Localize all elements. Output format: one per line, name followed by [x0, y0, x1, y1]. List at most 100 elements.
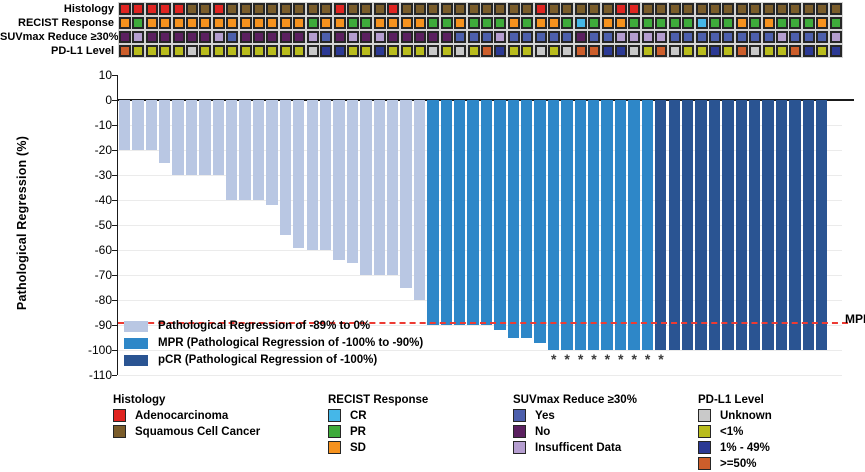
track-cell — [641, 17, 654, 29]
legend-item-label: No — [535, 425, 551, 438]
y-tick-label: -110 — [88, 368, 112, 382]
track-cell — [695, 31, 708, 43]
track-cell — [159, 45, 172, 57]
track-cell — [481, 3, 493, 15]
y-tick-label: -50 — [94, 218, 112, 232]
bar — [655, 100, 667, 350]
track-cell — [387, 31, 400, 43]
legend-swatch — [113, 409, 126, 422]
track-cell — [373, 31, 386, 43]
bar — [306, 100, 318, 250]
track-cell — [494, 17, 507, 29]
track-cell — [132, 31, 145, 43]
track-cell — [682, 17, 695, 29]
track-cell — [722, 45, 735, 57]
track-cell — [534, 45, 547, 57]
track-cell — [467, 31, 480, 43]
legend-swatch — [328, 425, 341, 438]
track-cell — [186, 45, 199, 57]
bar — [695, 100, 707, 350]
track-cell — [816, 17, 829, 29]
track-cell — [668, 45, 681, 57]
track-cell — [132, 45, 145, 57]
legend-item-label: Adenocarcinoma — [135, 409, 229, 422]
track-cell — [521, 17, 534, 29]
track-cell — [199, 3, 212, 15]
track-cell — [615, 3, 628, 15]
track-cell — [829, 31, 842, 43]
track-cell — [561, 3, 574, 15]
track-cell — [387, 17, 400, 29]
track-cell — [440, 17, 453, 29]
bar — [145, 100, 157, 150]
track-cell — [132, 3, 145, 15]
track-cell — [749, 3, 762, 15]
track-cell — [266, 17, 279, 29]
track-cell — [454, 3, 467, 15]
legend-item: SD — [328, 441, 366, 454]
bar — [829, 100, 840, 350]
bar — [601, 100, 613, 350]
y-tick-mark — [112, 224, 117, 226]
track-cell — [507, 17, 520, 29]
track-cell — [346, 17, 359, 29]
track-cell — [802, 17, 815, 29]
track-cell — [467, 45, 480, 57]
bar — [668, 100, 680, 350]
track-cell — [588, 3, 601, 15]
track-cell — [816, 31, 829, 43]
track-cell — [655, 17, 668, 29]
legend-title-3: SUVmax Reduce ≥30% — [513, 394, 637, 406]
track-cell — [816, 45, 829, 57]
track-cell — [253, 45, 266, 57]
bar — [172, 100, 184, 175]
track-cell — [735, 17, 748, 29]
track-label-3: SUVmax Reduce ≥30% — [0, 31, 119, 43]
track-cell — [789, 45, 802, 57]
bar — [118, 100, 131, 150]
y-tick-label: -70 — [94, 268, 112, 282]
track-cell — [708, 45, 721, 57]
track-cell — [360, 31, 373, 43]
track-cell — [762, 3, 775, 15]
track-cell — [400, 17, 413, 29]
track-cell — [266, 45, 279, 57]
track-cell — [333, 3, 346, 15]
y-axis-line — [116, 75, 118, 375]
track-cell — [186, 3, 199, 15]
legend-swatch — [698, 425, 711, 438]
bar — [815, 100, 828, 350]
track-cell — [306, 45, 319, 57]
track-label-4: PD-L1 Level — [51, 45, 114, 57]
bar — [789, 100, 801, 350]
legend-item: Insufficent Data — [513, 441, 621, 454]
track-cell — [145, 17, 158, 29]
y-tick-mark — [112, 299, 117, 301]
track-cell — [440, 31, 453, 43]
bar — [588, 100, 600, 350]
legend-swatch — [328, 409, 341, 422]
track-cell — [159, 17, 172, 29]
track-cell — [615, 45, 628, 57]
bar — [132, 100, 144, 150]
track-cell — [119, 17, 131, 29]
track-cell — [212, 31, 225, 43]
track-cell — [507, 31, 520, 43]
chart-legend-label: Pathological Regression of -89% to 0% — [158, 320, 371, 332]
track-cell — [615, 31, 628, 43]
track-cell — [145, 45, 158, 57]
track-cell — [695, 17, 708, 29]
track-cell — [226, 45, 239, 57]
track-cell — [789, 31, 802, 43]
track-cell — [521, 31, 534, 43]
legend-swatch — [698, 457, 711, 470]
legend-item-label: Unknown — [720, 409, 772, 422]
asterisk-marker: * — [618, 351, 624, 367]
bar — [319, 100, 332, 250]
track-cell — [574, 31, 587, 43]
track-cell — [668, 31, 681, 43]
legend-swatch — [698, 409, 711, 422]
track-cell — [574, 45, 587, 57]
track-cell — [601, 31, 614, 43]
bar — [159, 100, 171, 163]
